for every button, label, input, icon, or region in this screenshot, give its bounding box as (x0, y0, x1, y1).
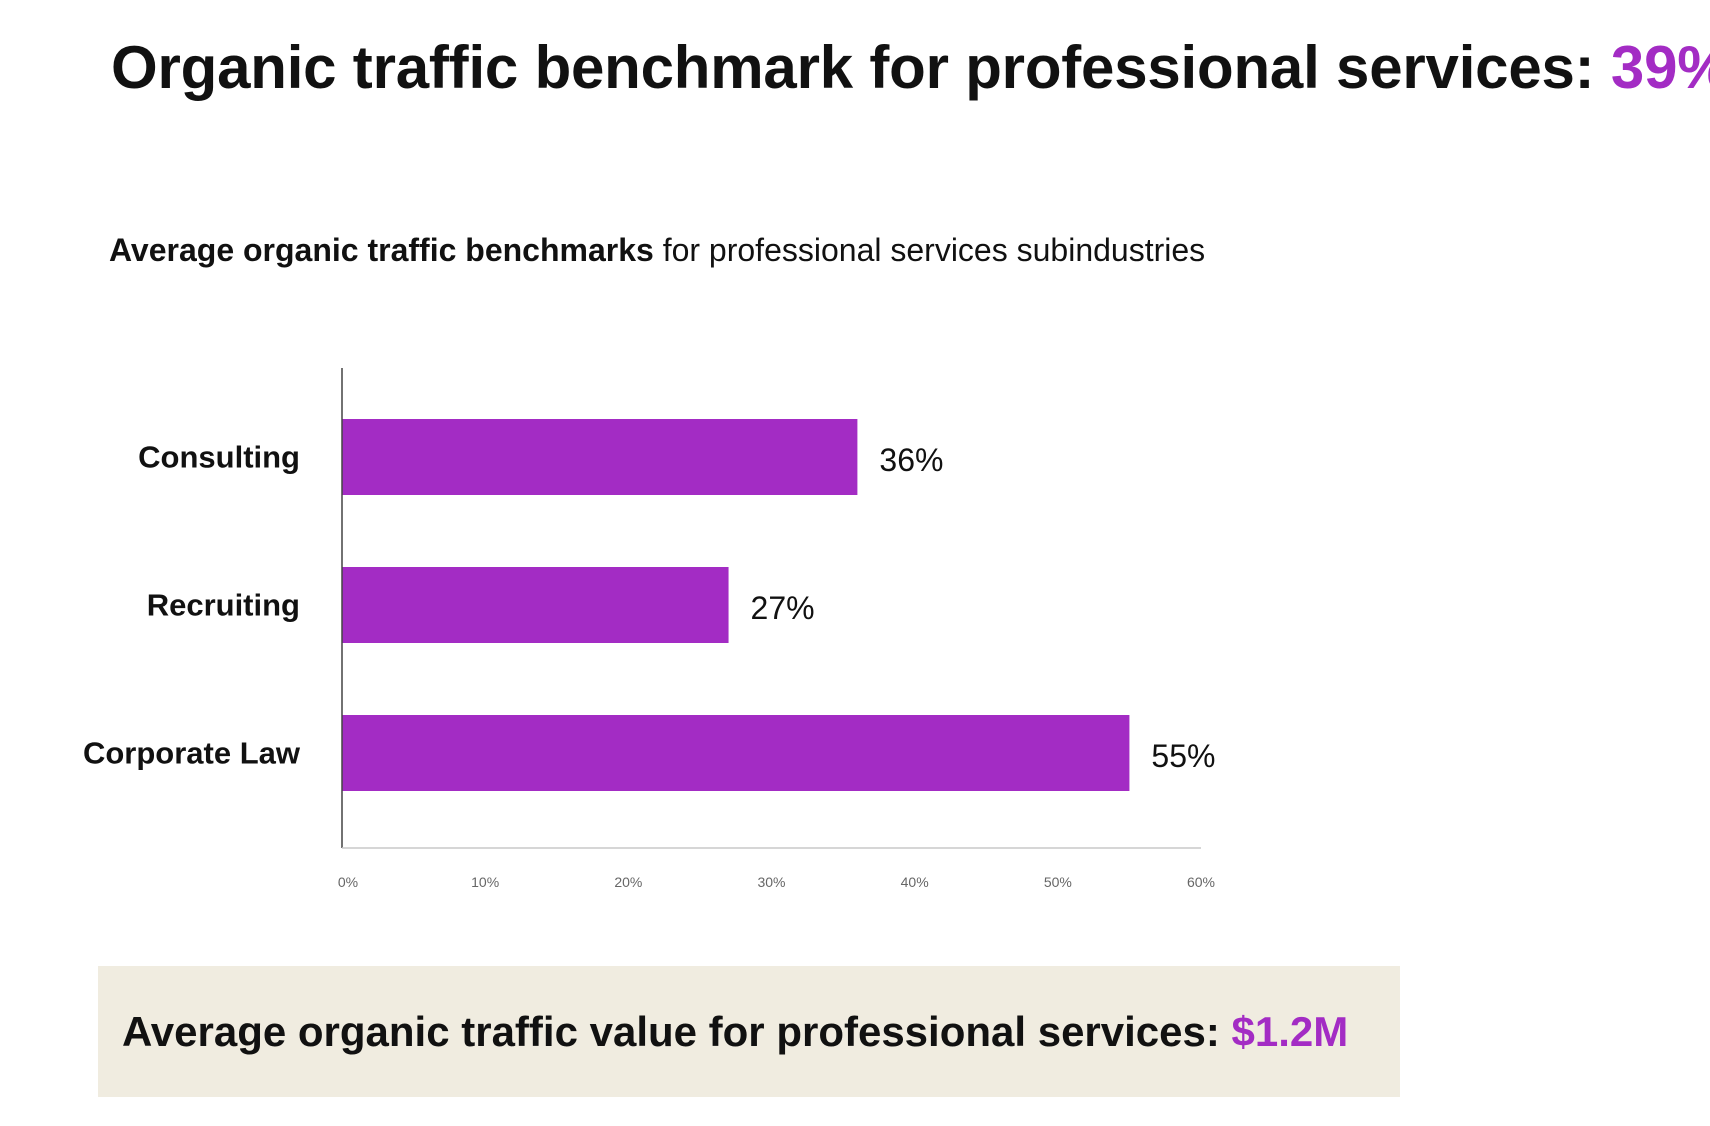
page-title: Organic traffic benchmark for profession… (111, 28, 1710, 108)
chart-subtitle: Average organic traffic benchmarks for p… (109, 228, 1205, 272)
category-label-consulting: Consulting (138, 440, 300, 475)
bar-recruiting (342, 567, 729, 643)
x-tick-label: 30% (757, 874, 785, 890)
chart-subtitle-regular: for professional services subindustries (653, 232, 1206, 268)
chart-subtitle-bold: Average organic traffic benchmarks (109, 232, 654, 268)
callout-value: $1.2M (1231, 1008, 1349, 1055)
value-labels-group: 36% 27% 55% (751, 442, 1216, 774)
traffic-value-callout: Average organic traffic value for profes… (98, 966, 1400, 1097)
x-tick-label: 50% (1044, 874, 1072, 890)
category-label-recruiting: Recruiting (147, 588, 300, 623)
page-title-text: Organic traffic benchmark for profession… (111, 34, 1611, 101)
x-tick-label: 0% (338, 874, 358, 890)
axes-group (341, 368, 1201, 849)
value-label-recruiting: 27% (751, 590, 815, 626)
x-tick-label: 20% (614, 874, 642, 890)
x-tick-label: 10% (471, 874, 499, 890)
page-title-value: 39% (1610, 34, 1710, 101)
value-label-corporate-law: 55% (1151, 738, 1215, 774)
bars-group (342, 419, 1130, 791)
callout-label: Average organic traffic value for profes… (122, 1008, 1232, 1055)
value-label-consulting: 36% (879, 442, 943, 478)
bar-consulting (342, 419, 858, 495)
category-labels-group: Consulting Recruiting Corporate Law (83, 440, 301, 771)
bar-chart: Consulting Recruiting Corporate Law 36% 27%… (83, 368, 1216, 890)
category-label-corporate-law: Corporate Law (83, 736, 301, 771)
x-tick-label: 60% (1187, 874, 1215, 890)
callout-text: Average organic traffic value for profes… (122, 1006, 1348, 1058)
bar-corporate-law (342, 715, 1130, 791)
x-tick-labels-group: 0% 10% 20% 30% 40% 50% 60% (338, 874, 1215, 890)
x-tick-label: 40% (901, 874, 929, 890)
